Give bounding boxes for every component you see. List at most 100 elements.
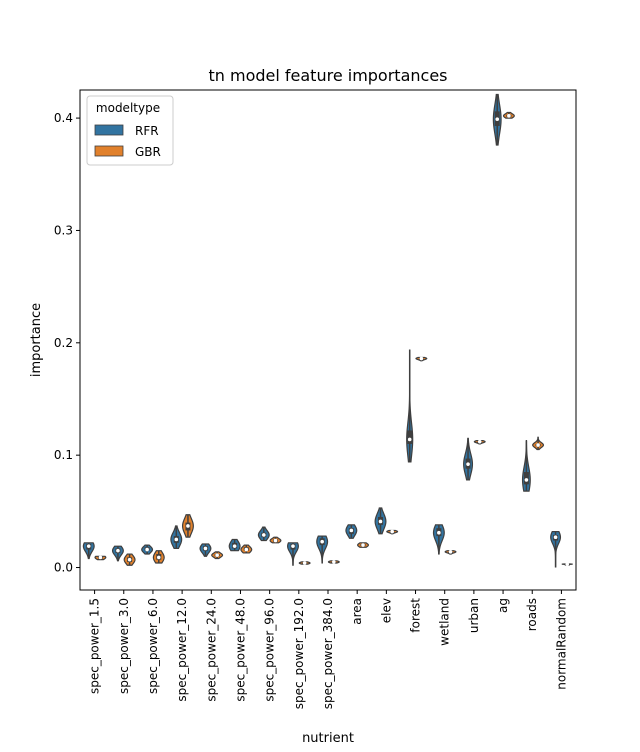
violin-median xyxy=(553,535,558,539)
violin-gbr-spec-power-192-0 xyxy=(298,561,311,565)
violin-median xyxy=(174,537,179,542)
x-tick-label-spec-power-6-0: spec_power_6.0 xyxy=(146,598,160,694)
legend-label-rfr: RFR xyxy=(135,124,159,138)
x-tick-label-area: area xyxy=(350,598,364,625)
violin-median xyxy=(466,462,470,466)
violin-median xyxy=(448,549,453,554)
violin-gbr-wetland xyxy=(444,549,457,555)
violin-median xyxy=(145,547,149,552)
legend-swatch-rfr xyxy=(94,124,124,136)
x-tick-label-spec-power-24-0: spec_power_24.0 xyxy=(204,598,218,702)
violin-median xyxy=(390,529,394,534)
violin-gbr-spec-power-1-5 xyxy=(94,555,107,561)
violin-median xyxy=(536,443,540,447)
violin-median xyxy=(86,544,91,548)
violin-gbr-roads xyxy=(532,436,545,451)
violin-median xyxy=(378,519,383,524)
plot-frame xyxy=(79,89,577,591)
x-tick-label-spec-power-12-0: spec_power_12.0 xyxy=(175,598,189,702)
x-tick-label-spec-power-192-0: spec_power_192.0 xyxy=(292,598,306,709)
x-tick-label-elev: elev xyxy=(379,598,393,623)
violin-gbr-urban xyxy=(473,439,486,445)
y-tick-label: 0.2 xyxy=(54,336,73,350)
y-axis-label: importance xyxy=(29,303,44,377)
plot-area xyxy=(80,90,576,590)
violin-rfr-spec-power-96-0 xyxy=(257,526,270,542)
violin-median xyxy=(349,528,354,533)
violin-rfr-spec-power-1-5 xyxy=(82,542,95,560)
violin-median xyxy=(565,562,570,566)
y-axis: 0.0 0.1 0.2 0.3 0.4 xyxy=(54,111,80,575)
violin-median xyxy=(320,539,324,544)
violin-rfr-forest xyxy=(406,349,414,463)
violin-gbr-spec-power-384-0 xyxy=(327,560,340,564)
legend-label-gbr: GBR xyxy=(135,145,161,159)
violin-gbr-spec-power-24-0 xyxy=(211,551,224,560)
x-tick-label-spec-power-96-0: spec_power_96.0 xyxy=(263,598,277,702)
y-tick-label: 0.3 xyxy=(54,223,73,237)
x-tick-label-ag: ag xyxy=(496,598,510,613)
violin-median xyxy=(186,524,190,528)
violin-median xyxy=(302,561,307,565)
violin-median xyxy=(116,548,120,553)
violin-rfr-spec-power-24-0 xyxy=(199,543,212,557)
x-tick-label-wetland: wetland xyxy=(438,598,452,646)
violin-gbr-ag xyxy=(502,111,515,119)
violin-median xyxy=(407,437,412,442)
violin-median xyxy=(127,557,132,562)
violin-median xyxy=(361,543,365,547)
chart-title: tn model feature importances xyxy=(208,66,447,85)
legend-title: modeltype xyxy=(96,101,160,115)
violin-rfr-elev xyxy=(374,507,387,535)
violin-median xyxy=(98,555,103,560)
violin-median xyxy=(495,117,500,122)
violin-median xyxy=(291,544,295,548)
violin-rfr-spec-power-384-0 xyxy=(316,535,329,564)
violin-rfr-spec-power-12-0 xyxy=(170,525,183,550)
x-tick-label-spec-power-3-0: spec_power_3.0 xyxy=(117,598,131,694)
x-tick-label-urban: urban xyxy=(467,598,481,633)
violin-median xyxy=(507,114,511,118)
x-tick-label-spec-power-1-5: spec_power_1.5 xyxy=(88,598,102,694)
violins-layer xyxy=(82,93,573,568)
x-tick-label-spec-power-48-0: spec_power_48.0 xyxy=(233,598,247,702)
violin-rfr-area xyxy=(345,524,358,539)
violin-rfr-wetland xyxy=(432,524,445,555)
legend: modeltype RFR GBR xyxy=(86,95,174,166)
x-tick-label-forest: forest xyxy=(409,598,423,633)
violin-rfr-spec-power-48-0 xyxy=(228,538,241,552)
violin-rfr-roads xyxy=(521,439,531,492)
x-axis-label: nutrient xyxy=(302,731,354,746)
y-tick-label: 0.0 xyxy=(54,561,73,575)
violin-gbr-spec-power-3-0 xyxy=(123,553,136,566)
violin-median xyxy=(524,478,529,482)
violin-median xyxy=(273,538,278,543)
violin-rfr-urban xyxy=(463,437,474,481)
violin-median xyxy=(477,439,482,444)
x-axis: spec_power_1.5 spec_power_3.0 spec_power_6… xyxy=(88,590,568,709)
violin-median xyxy=(262,533,266,537)
violin-gbr-spec-power-96-0 xyxy=(269,536,282,544)
violin-gbr-area xyxy=(357,542,369,548)
y-tick-label: 0.1 xyxy=(54,448,73,462)
violin-iqr-box xyxy=(407,430,413,444)
violin-median xyxy=(156,555,161,560)
violin-rfr-normalrandom xyxy=(550,530,562,568)
x-tick-label-normalrandom: normalRandom xyxy=(554,598,568,690)
violin-gbr-spec-power-6-0 xyxy=(152,550,165,564)
violin-median xyxy=(332,560,336,564)
violin-median xyxy=(437,530,441,535)
violin-rfr-spec-power-6-0 xyxy=(141,544,154,555)
violin-rfr-ag xyxy=(492,93,502,146)
violin-median xyxy=(232,544,237,548)
violin-median xyxy=(203,546,208,551)
x-tick-label-roads: roads xyxy=(525,598,539,631)
violin-gbr-normalrandom xyxy=(561,562,573,566)
violin-gbr-elev xyxy=(386,529,399,535)
violin-gbr-spec-power-12-0 xyxy=(181,514,194,538)
legend-swatch-gbr xyxy=(94,145,124,157)
violin-median xyxy=(244,547,249,552)
violin-gbr-forest xyxy=(415,356,428,362)
violin-median xyxy=(215,553,219,557)
